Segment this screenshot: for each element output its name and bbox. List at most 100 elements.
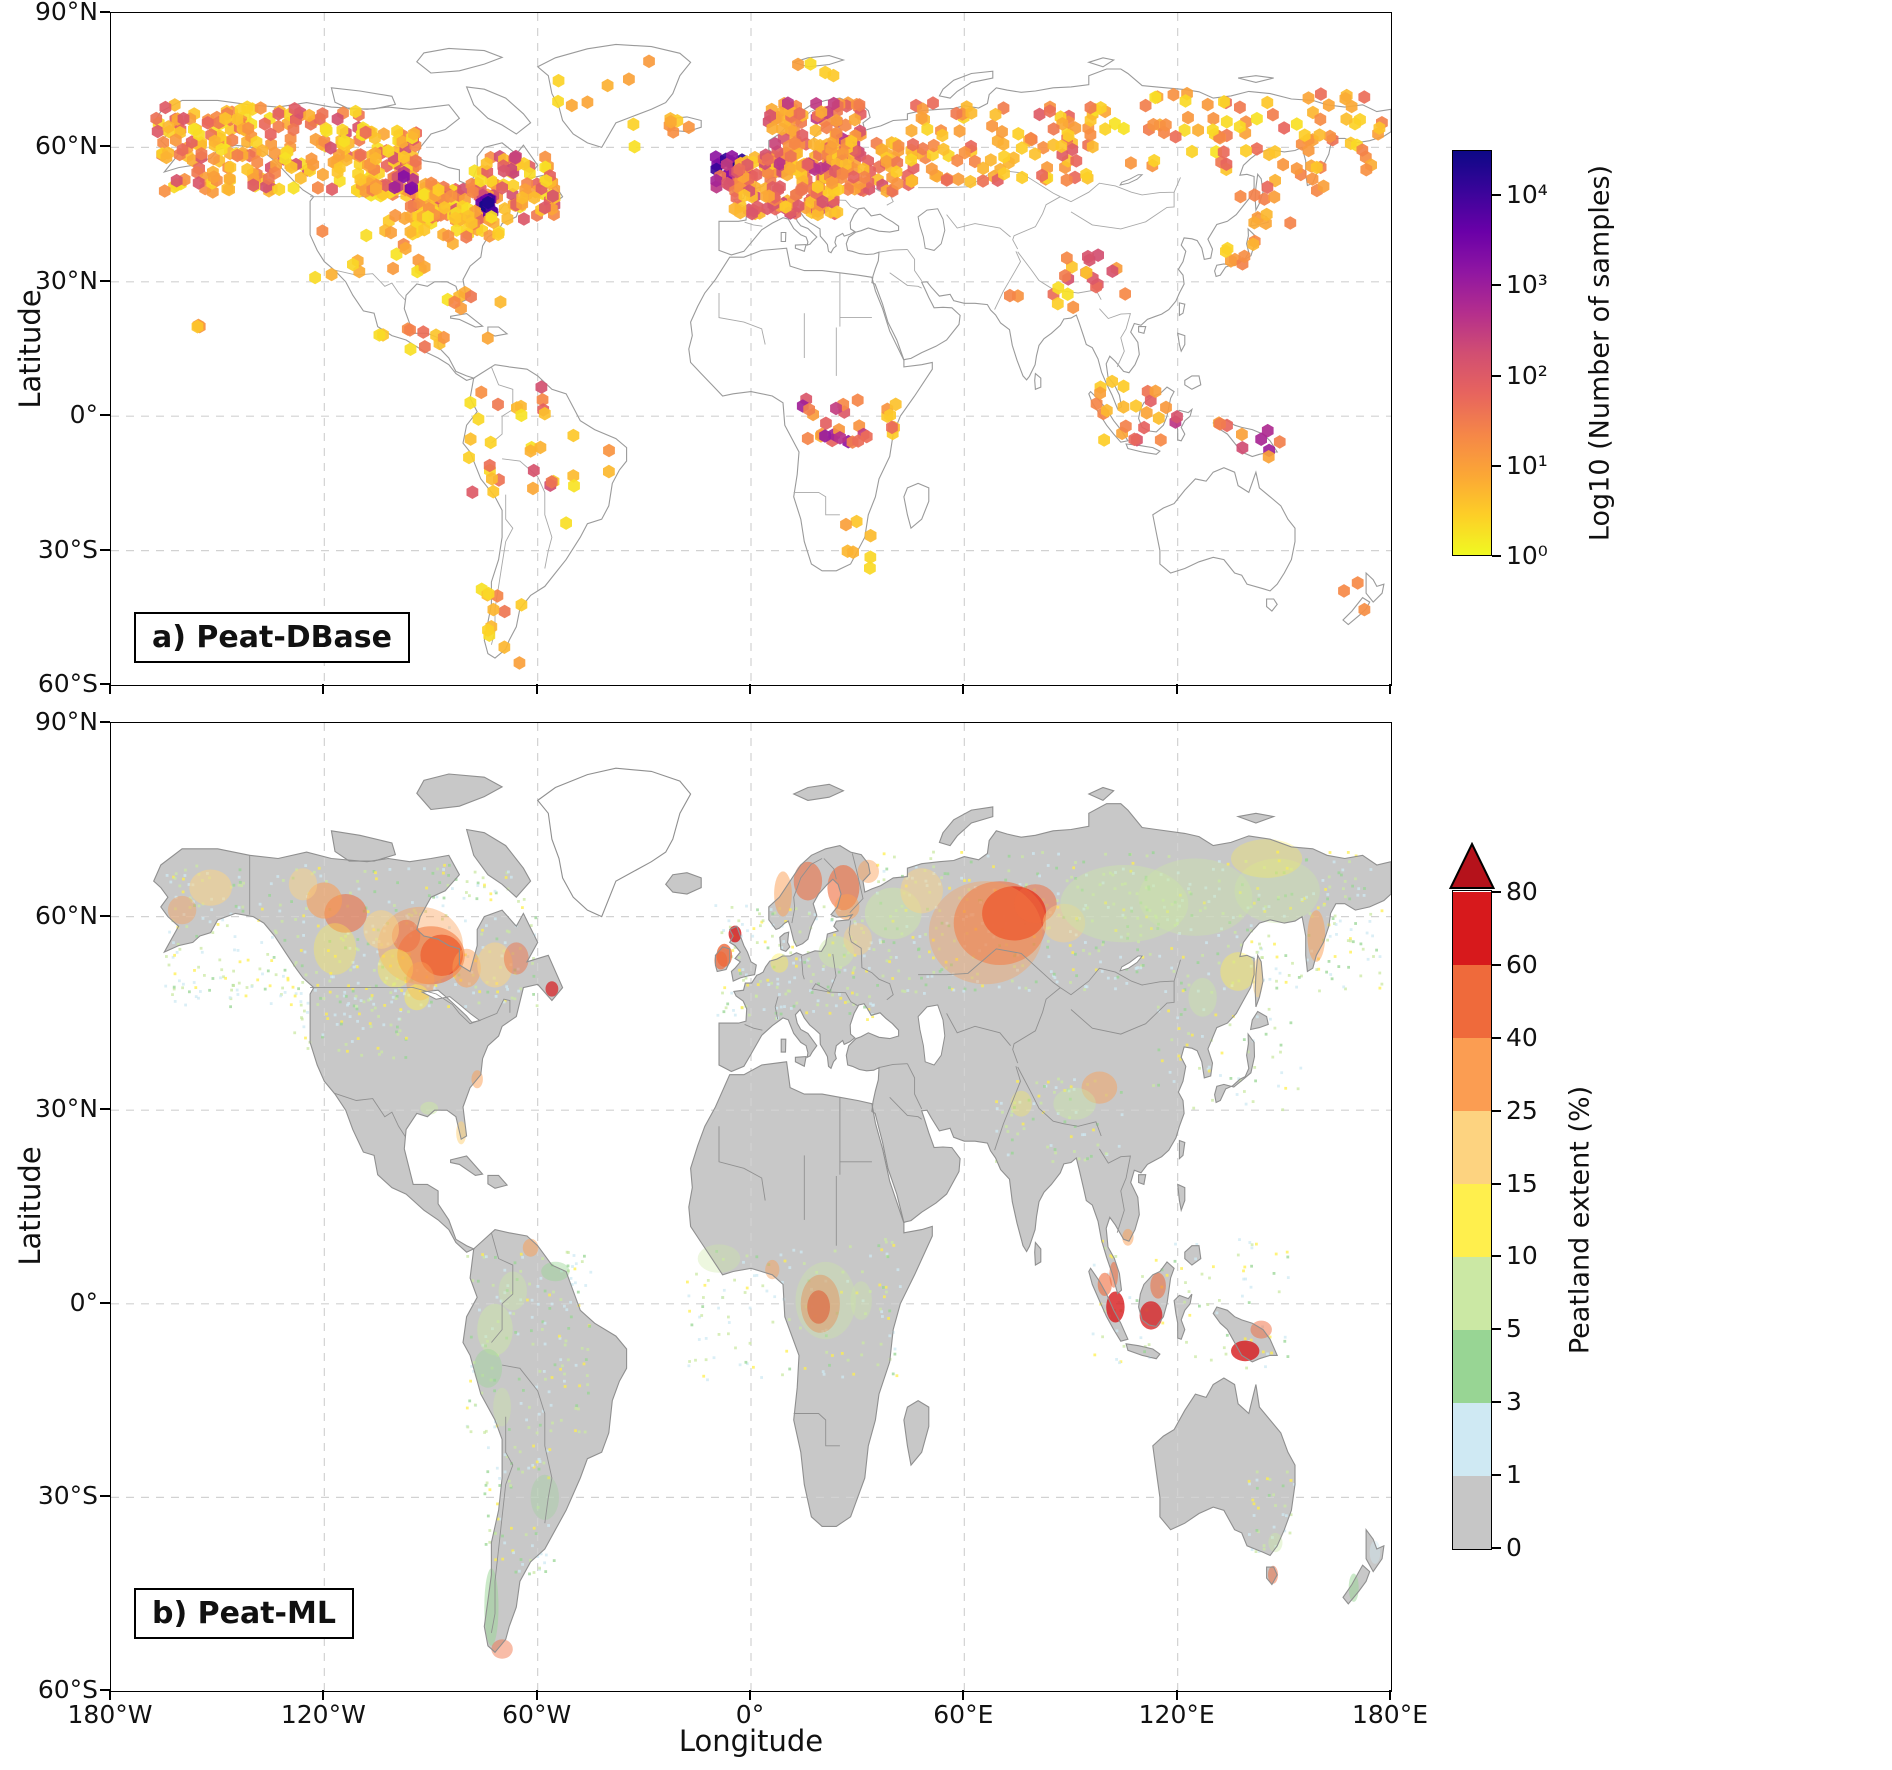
speckle bbox=[237, 906, 241, 910]
sample-hex bbox=[279, 151, 292, 166]
speckle bbox=[690, 1323, 694, 1327]
speckle bbox=[535, 1431, 539, 1435]
speckle bbox=[391, 954, 394, 958]
java-outline bbox=[1125, 1343, 1161, 1360]
extent-blob bbox=[1081, 1071, 1118, 1104]
speckle bbox=[1176, 871, 1180, 875]
speckle bbox=[1289, 1513, 1293, 1517]
country-border bbox=[334, 1092, 406, 1137]
speckle bbox=[882, 878, 886, 882]
speckle bbox=[1342, 887, 1345, 891]
speckle bbox=[1152, 884, 1155, 888]
speckle bbox=[569, 1300, 572, 1304]
speckle bbox=[571, 1265, 574, 1268]
speckle bbox=[881, 974, 885, 978]
sample-hex bbox=[516, 191, 529, 205]
speckle bbox=[876, 863, 880, 867]
sample-hex bbox=[1098, 433, 1110, 447]
speckle bbox=[883, 1295, 886, 1299]
speckle bbox=[1295, 985, 1298, 989]
speckle bbox=[1150, 927, 1153, 930]
speckle bbox=[1211, 1098, 1214, 1102]
sample-hex bbox=[1067, 300, 1080, 315]
speckle bbox=[1289, 1021, 1293, 1025]
speckle bbox=[448, 863, 451, 867]
speckle bbox=[358, 1012, 361, 1016]
sample-hex bbox=[373, 328, 386, 342]
speckle bbox=[1013, 965, 1016, 968]
speckle bbox=[1157, 1083, 1160, 1087]
sample-hex bbox=[750, 168, 763, 182]
sample-hex bbox=[1169, 129, 1182, 144]
speckle bbox=[1141, 964, 1145, 967]
sample-hex bbox=[1061, 251, 1073, 265]
speckle bbox=[1010, 1113, 1013, 1117]
speckle bbox=[529, 1558, 532, 1562]
speckle bbox=[430, 1000, 433, 1004]
speckle bbox=[396, 1032, 400, 1036]
speckle bbox=[1249, 1338, 1253, 1342]
speckle bbox=[1104, 852, 1107, 856]
y-tick-mark-b bbox=[100, 1689, 110, 1691]
sample-hex bbox=[998, 149, 1010, 164]
speckle bbox=[395, 1030, 398, 1034]
speckle bbox=[1337, 965, 1341, 968]
speckle bbox=[1046, 939, 1050, 943]
speckle bbox=[1016, 1132, 1020, 1136]
speckle bbox=[1260, 956, 1264, 959]
speckle bbox=[738, 1363, 742, 1367]
speckle bbox=[943, 872, 947, 875]
speckle bbox=[165, 874, 169, 877]
sample-hex bbox=[151, 124, 164, 139]
speckle bbox=[1252, 1502, 1256, 1506]
speckle bbox=[1237, 1077, 1241, 1081]
speckle bbox=[762, 1008, 766, 1011]
speckle bbox=[929, 857, 933, 860]
sample-hex bbox=[1373, 121, 1386, 135]
speckle bbox=[481, 1253, 484, 1256]
speckle bbox=[465, 891, 468, 894]
speckle bbox=[1069, 1135, 1073, 1139]
country-border bbox=[946, 1013, 1011, 1046]
sample-hex bbox=[812, 180, 824, 194]
speckle bbox=[534, 1532, 538, 1535]
speckle bbox=[1068, 1097, 1072, 1101]
speckle bbox=[997, 985, 1001, 989]
speckle bbox=[945, 921, 949, 925]
speckle bbox=[1092, 1128, 1095, 1132]
baffin bbox=[466, 86, 531, 134]
java bbox=[1126, 1343, 1160, 1359]
sample-hex bbox=[1220, 244, 1232, 259]
sample-hex bbox=[404, 342, 417, 356]
speckle bbox=[1189, 928, 1193, 932]
speckle bbox=[1347, 965, 1350, 969]
speckle bbox=[1034, 980, 1038, 984]
speckle bbox=[1111, 873, 1115, 877]
sample-hex bbox=[486, 472, 498, 486]
speckle bbox=[867, 966, 871, 970]
extent-blob bbox=[503, 942, 529, 975]
x-tick-mark-b bbox=[535, 1690, 538, 1700]
speckle bbox=[766, 978, 770, 982]
sample-hex bbox=[996, 125, 1008, 139]
country-border bbox=[878, 1063, 908, 1069]
speckle bbox=[882, 869, 886, 873]
speckle bbox=[566, 1358, 570, 1362]
speckle bbox=[755, 1255, 759, 1259]
speckle bbox=[1252, 901, 1256, 905]
speckle bbox=[238, 868, 242, 872]
speckle bbox=[350, 1040, 354, 1043]
speckle bbox=[1354, 854, 1358, 858]
speckle bbox=[973, 988, 977, 992]
speckle bbox=[1102, 872, 1106, 876]
speckle bbox=[1217, 879, 1221, 883]
speckle bbox=[528, 1572, 531, 1576]
baffin-outline bbox=[465, 86, 532, 135]
speckle bbox=[1248, 1241, 1252, 1244]
sample-hex bbox=[953, 124, 966, 138]
speckle bbox=[559, 1367, 562, 1371]
sardinia bbox=[781, 232, 786, 242]
speckle bbox=[446, 883, 450, 887]
speckle bbox=[1013, 1101, 1017, 1105]
speckle bbox=[532, 1571, 536, 1574]
